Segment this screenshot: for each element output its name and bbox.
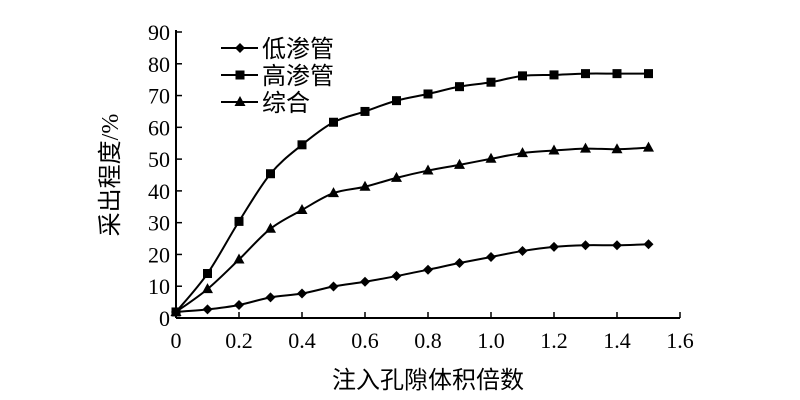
x-axis-label: 注入孔隙体积倍数 xyxy=(332,367,524,394)
x-tick-label: 0.4 xyxy=(288,328,316,353)
legend-label: 综合 xyxy=(262,90,310,117)
x-tick-label: 0.8 xyxy=(414,328,442,353)
data-point xyxy=(581,69,590,79)
series-line xyxy=(175,243,649,313)
data-point xyxy=(549,241,559,252)
data-point xyxy=(328,281,339,292)
data-point xyxy=(391,271,402,282)
data-point xyxy=(391,171,402,182)
data-point xyxy=(297,288,307,299)
data-point xyxy=(423,264,433,275)
x-tick-label: 1.2 xyxy=(540,328,568,353)
series-square xyxy=(171,69,653,317)
legend-item: 低渗管 xyxy=(221,36,334,63)
data-point xyxy=(360,106,370,116)
data-point xyxy=(548,144,560,155)
series-line xyxy=(175,146,649,313)
y-tick-label: 10 xyxy=(148,274,170,299)
y-tick-label: 30 xyxy=(148,211,170,236)
data-point xyxy=(233,253,245,264)
y-tick-label: 60 xyxy=(148,115,170,140)
data-point xyxy=(392,96,401,106)
legend-label: 高渗管 xyxy=(262,63,334,90)
data-point xyxy=(265,222,276,233)
data-point xyxy=(422,164,434,175)
data-point xyxy=(486,251,496,262)
data-point xyxy=(203,269,212,279)
data-point xyxy=(517,245,528,256)
data-point xyxy=(454,158,465,169)
legend-marker xyxy=(235,43,245,53)
data-point xyxy=(329,117,338,127)
data-point xyxy=(360,276,370,287)
data-point xyxy=(549,70,559,80)
data-point xyxy=(202,283,213,294)
y-tick-label: 90 xyxy=(148,20,170,45)
legend-item: 高渗管 xyxy=(221,63,334,90)
data-point xyxy=(580,142,591,153)
data-point xyxy=(518,71,527,81)
data-point xyxy=(612,240,622,251)
data-point xyxy=(266,169,275,179)
y-axis-label: 采出程度/% xyxy=(97,114,124,237)
series-group xyxy=(170,69,654,317)
y-tick-label: 50 xyxy=(148,147,170,172)
data-point xyxy=(296,203,308,214)
data-point xyxy=(643,141,654,152)
data-point xyxy=(359,180,371,191)
y-tick-label: 70 xyxy=(148,84,170,109)
data-point xyxy=(612,69,622,79)
data-point xyxy=(517,147,528,158)
y-tick-label: 20 xyxy=(148,242,170,267)
y-tick-label: 40 xyxy=(148,179,170,204)
x-tick-label: 1.6 xyxy=(666,328,694,353)
y-tick-label: 0 xyxy=(159,306,170,331)
data-point xyxy=(297,140,307,150)
data-point xyxy=(644,69,653,79)
x-tick-label: 1.4 xyxy=(603,328,631,353)
data-point xyxy=(328,187,339,198)
data-point xyxy=(234,299,244,310)
data-point xyxy=(611,143,623,154)
x-tick-label: 0.2 xyxy=(225,328,253,353)
series-triangle xyxy=(170,141,654,316)
legend-marker xyxy=(235,70,245,80)
data-point xyxy=(454,258,465,269)
legend-marker xyxy=(234,96,246,106)
data-point xyxy=(265,292,276,303)
x-tick-label: 0.6 xyxy=(351,328,379,353)
data-point xyxy=(643,239,654,250)
y-tick-label: 80 xyxy=(148,52,170,77)
data-point xyxy=(202,304,213,315)
data-point xyxy=(485,152,497,163)
x-tick-label: 0 xyxy=(171,328,182,353)
data-point xyxy=(455,82,464,92)
data-point xyxy=(423,89,433,99)
axes: 0 0.2 0.4 0.6 0.8 1.0 1.2 1.4 1.6 0 10 20 30 40 50 60 70… xyxy=(148,20,694,353)
data-point xyxy=(486,77,496,87)
series-line xyxy=(175,72,649,313)
data-point xyxy=(580,240,591,251)
data-point xyxy=(234,216,244,226)
legend-item: 综合 xyxy=(221,90,310,117)
x-tick-label: 1.0 xyxy=(477,328,505,353)
data-point xyxy=(170,305,182,316)
legend-label: 低渗管 xyxy=(262,36,334,63)
series-diamond xyxy=(171,239,654,317)
